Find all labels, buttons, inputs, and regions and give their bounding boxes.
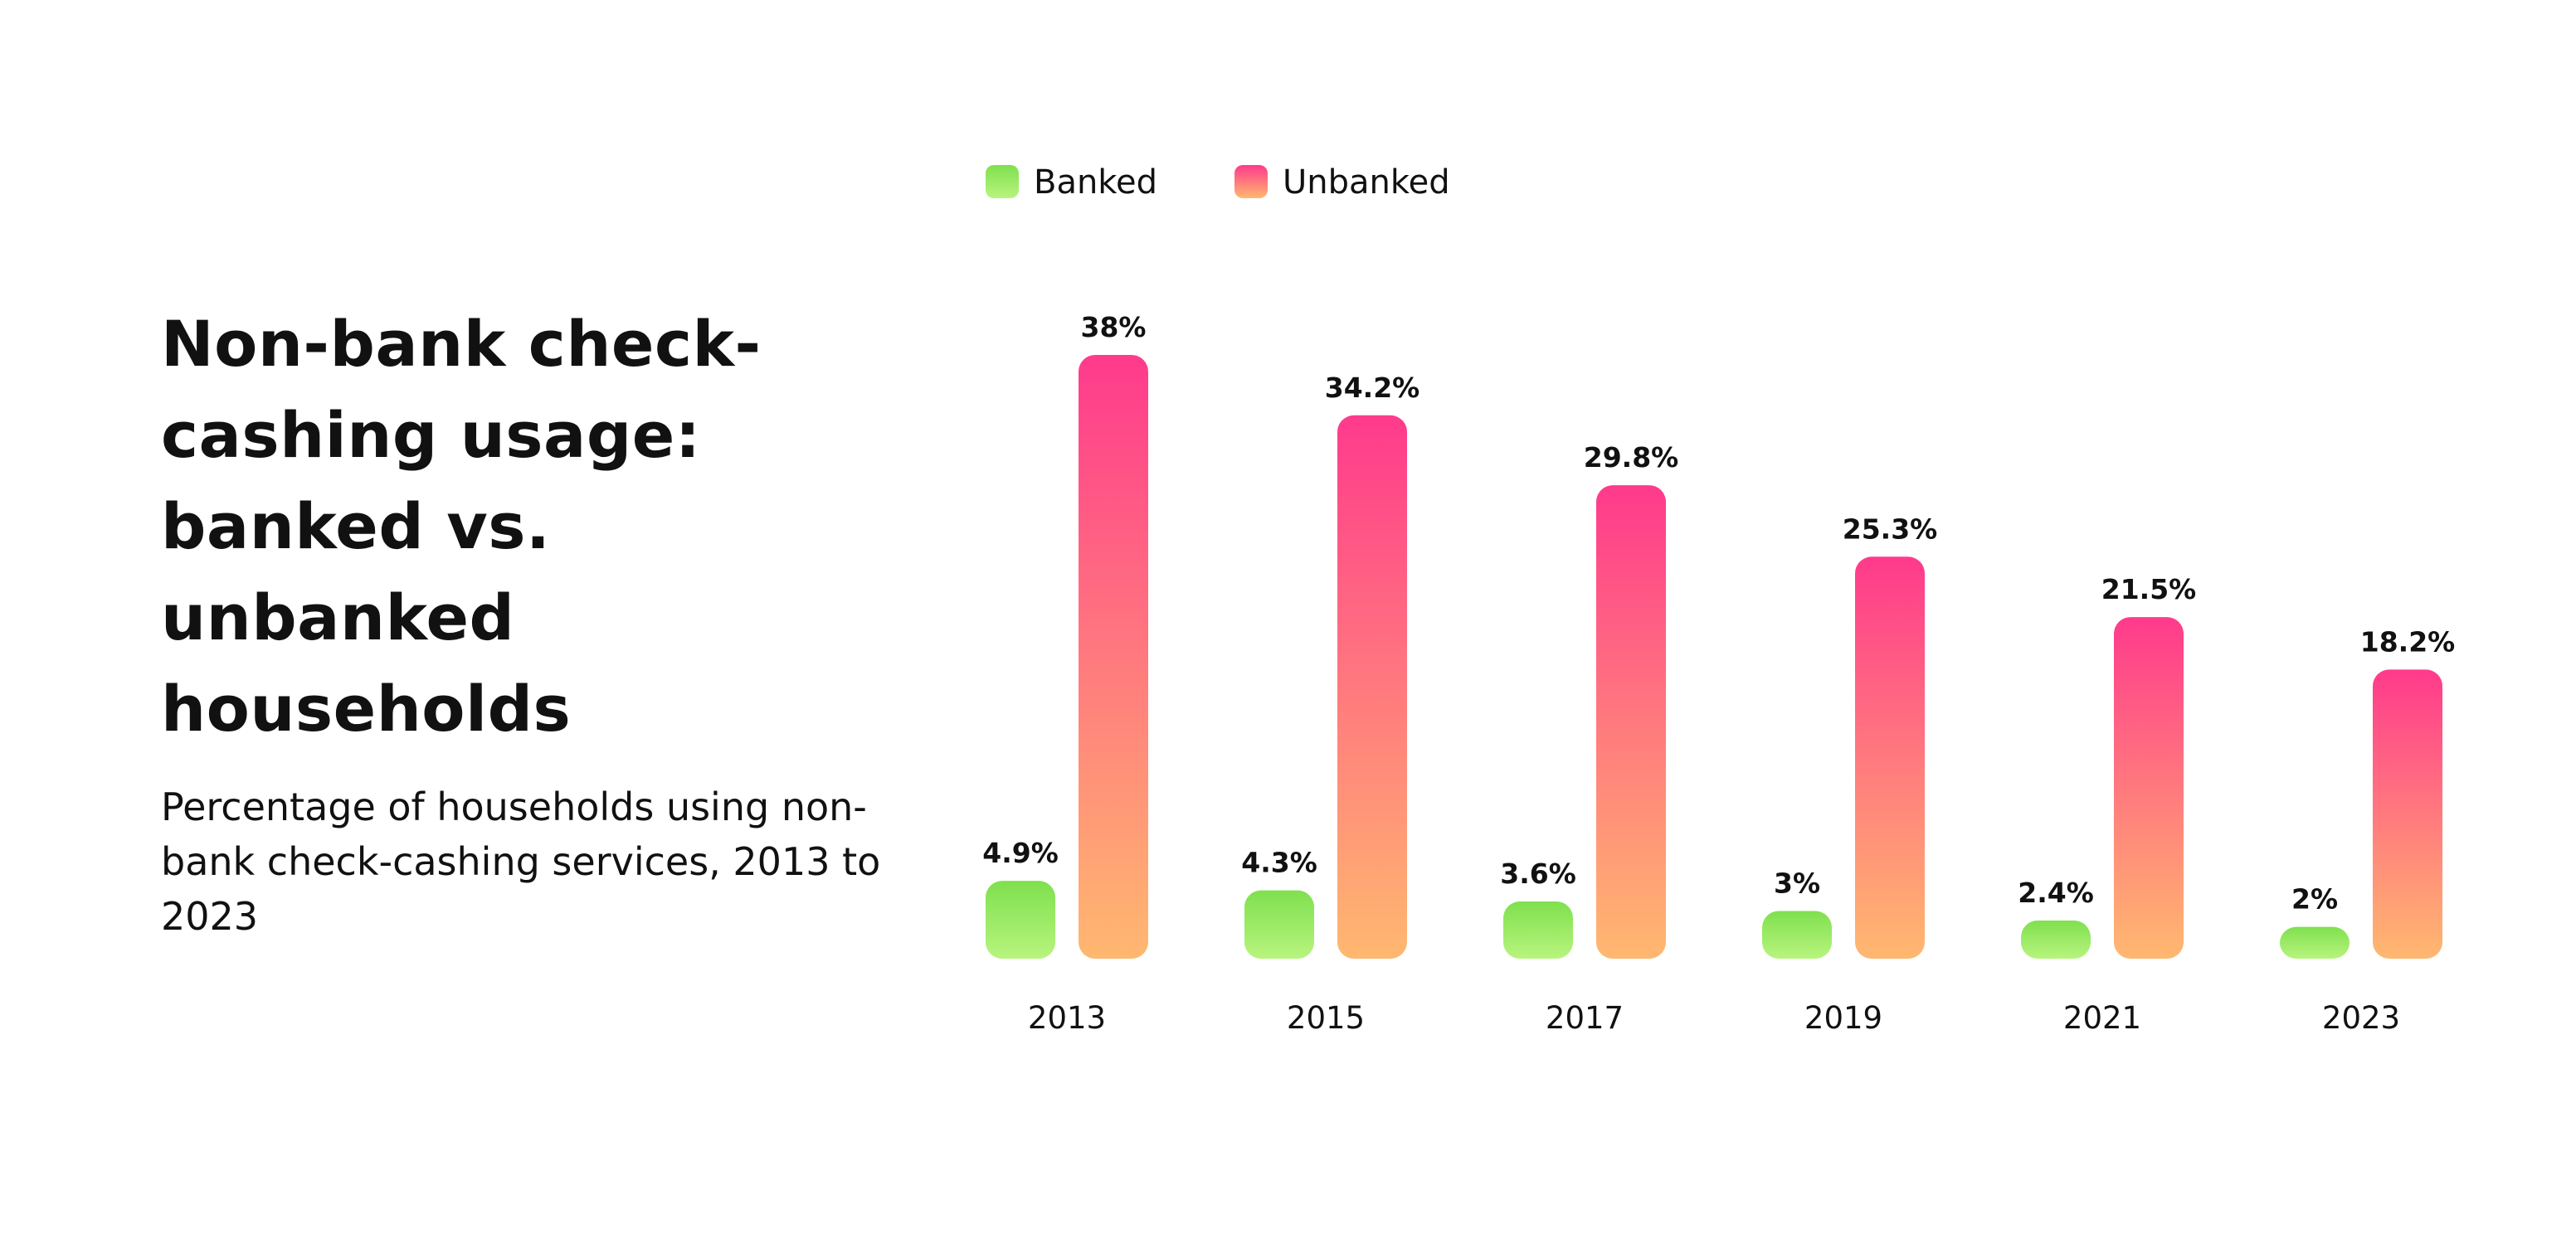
data-label-unbanked-2019: 25.3% [1843,513,1938,545]
x-axis-ticks: 2013 2015 2017 2019 2021 2023 [1028,1000,2400,1036]
bars-group [986,355,2442,959]
data-label-unbanked-2015: 34.2% [1325,372,1420,404]
data-label-unbanked-2013: 38% [1081,311,1147,343]
bar-unbanked-2021 [2114,617,2184,959]
chart-subtitle: Percentage of households using non-bank … [161,785,881,939]
legend-label-unbanked: Unbanked [1283,163,1450,202]
bar-unbanked-2023 [2373,669,2442,959]
bar-unbanked-2017 [1596,485,1666,959]
bar-banked-2021 [2021,921,2091,959]
bar-banked-2023 [2280,926,2350,959]
legend-label-banked: Banked [1034,163,1157,202]
data-label-banked-2017: 3.6% [1500,858,1576,890]
legend-swatch-unbanked [1234,165,1268,198]
legend-swatch-banked [986,165,1019,198]
data-label-unbanked-2021: 21.5% [2101,573,2197,605]
data-label-banked-2013: 4.9% [982,837,1059,869]
value-labels-group: 4.9% 38% 4.3% 34.2% 3.6% 29.8% 3% 25.3% 2.4% 21.5… [982,311,2455,916]
bar-banked-2017 [1503,901,1573,959]
bar-banked-2019 [1762,911,1832,959]
data-label-banked-2023: 2% [2291,883,2338,916]
x-tick-label-2013: 2013 [1028,1000,1106,1036]
bar-banked-2015 [1244,890,1314,959]
x-tick-label-2017: 2017 [1546,1000,1624,1036]
bar-unbanked-2013 [1079,355,1148,959]
x-tick-label-2015: 2015 [1287,1000,1365,1036]
bar-banked-2013 [986,881,1055,959]
x-tick-label-2023: 2023 [2322,1000,2400,1036]
chart-title: Non-bank check-cashing usage: banked vs.… [161,307,762,746]
data-label-unbanked-2017: 29.8% [1584,441,1679,474]
bar-unbanked-2015 [1337,415,1407,959]
x-tick-label-2019: 2019 [1804,1000,1882,1036]
data-label-unbanked-2023: 18.2% [2360,625,2456,658]
chart-legend: Banked Unbanked [986,163,1450,202]
data-label-banked-2021: 2.4% [2018,877,2094,909]
data-label-banked-2019: 3% [1774,867,1820,900]
bar-unbanked-2019 [1855,556,1925,959]
data-label-banked-2015: 4.3% [1241,847,1317,879]
x-tick-label-2021: 2021 [2063,1000,2141,1036]
